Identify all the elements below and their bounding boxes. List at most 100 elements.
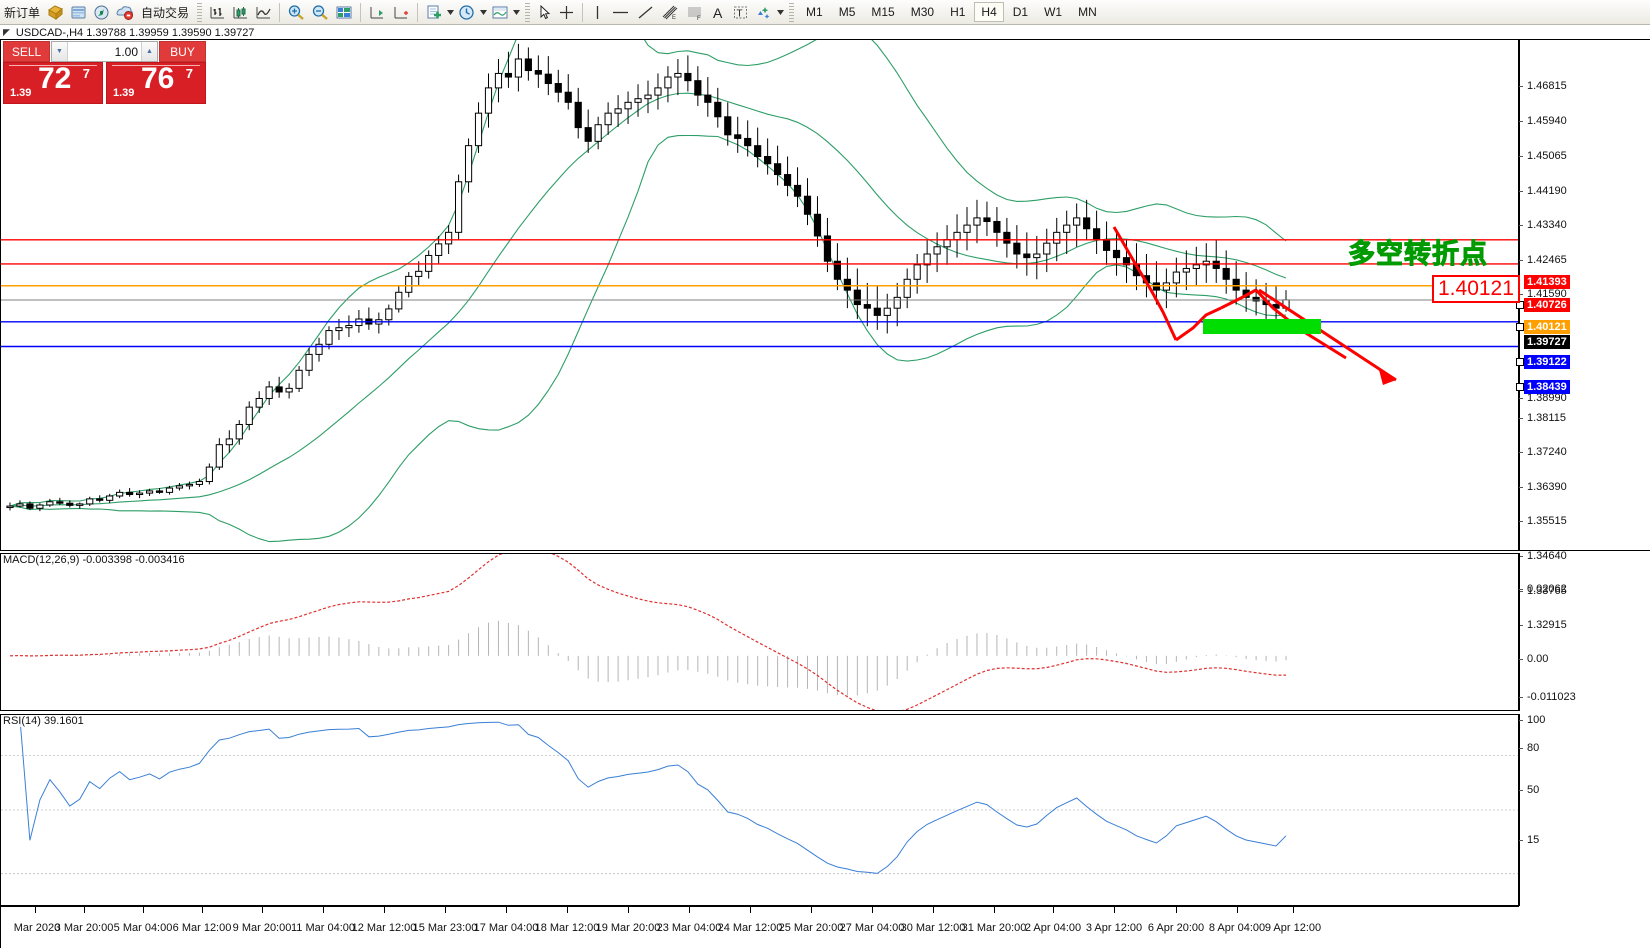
- buy-button[interactable]: BUY: [159, 41, 206, 62]
- new-order-label[interactable]: 新订单: [4, 5, 41, 20]
- volume-increment-button[interactable]: ▲: [141, 42, 157, 61]
- macd-scale[interactable]: 0.02062 0.00 -0.011023: [1519, 553, 1650, 711]
- price-tick-label: 1.32915: [1527, 619, 1567, 631]
- time-tick: [35, 906, 36, 913]
- time-tick: [750, 906, 751, 913]
- price-line-handle[interactable]: [1516, 358, 1524, 366]
- fibonacci-icon[interactable]: F: [683, 1, 708, 24]
- time-tick-label: 25 Mar 20:00: [778, 922, 844, 934]
- green-support-zone: [1203, 319, 1321, 334]
- price-tick-label: 1.38115: [1527, 412, 1566, 424]
- timeframe-h1[interactable]: H1: [950, 5, 966, 19]
- price-tick-label: 1.46815: [1527, 80, 1567, 92]
- sell-price-prefix: 1.39: [10, 87, 32, 99]
- price-line-handle[interactable]: [1516, 301, 1524, 309]
- time-tick-label: 15 Mar 23:00: [412, 922, 478, 934]
- toolbar-grip[interactable]: [789, 2, 795, 22]
- price-level-label-1.40726[interactable]: 1.40726: [1524, 298, 1570, 312]
- timeframe-m1[interactable]: M1: [806, 5, 823, 19]
- rsi-tick: [1519, 720, 1523, 721]
- templates-icon[interactable]: [488, 1, 512, 24]
- time-tick-label: Mar 2020: [13, 922, 61, 934]
- cursor-icon[interactable]: [534, 1, 555, 24]
- price-level-label-1.41393[interactable]: 1.41393: [1524, 275, 1570, 289]
- price-level-label-1.40121[interactable]: 1.40121: [1524, 320, 1570, 334]
- volume-value[interactable]: 1.00: [114, 44, 138, 59]
- rsi-scale-axis: [1519, 714, 1520, 906]
- horizontal-line-icon[interactable]: [608, 1, 633, 24]
- macd-tick-label: -0.011023: [1527, 691, 1576, 703]
- volume-decrement-button[interactable]: ▼: [52, 42, 68, 61]
- time-tick-label: 12 Mar 12:00: [351, 922, 417, 934]
- one-click-trading-panel[interactable]: SELL ▼ 1.00 ▲ BUY 1.39 72 7 1.39 76 7: [3, 41, 206, 104]
- zoom-out-icon[interactable]: [308, 1, 332, 24]
- macd-pane[interactable]: MACD(12,26,9) -0.003398 -0.003416: [0, 553, 1519, 711]
- sell-button[interactable]: SELL: [3, 41, 50, 62]
- toolbar-separator: [360, 2, 362, 22]
- line-chart-icon[interactable]: [252, 1, 275, 24]
- time-axis[interactable]: Mar 2020 3 Mar 20:00 5 Mar 04:00 6 Mar 12:0…: [0, 906, 1519, 948]
- macd-svg: [9, 554, 1287, 710]
- price-tick-label: 1.45940: [1527, 115, 1567, 127]
- text-label-icon[interactable]: T: [729, 1, 752, 24]
- time-tick: [445, 906, 446, 913]
- bar-chart-icon[interactable]: [206, 1, 229, 24]
- chevron-down-icon[interactable]: [446, 3, 455, 22]
- terminal-icon[interactable]: [113, 1, 137, 24]
- price-scale[interactable]: 1.46815 1.45940 1.45065 1.44190 1.43340 1.424…: [1516, 39, 1650, 631]
- toolbar-grip[interactable]: [525, 2, 531, 22]
- price-tick: [1519, 625, 1523, 626]
- text-icon[interactable]: A: [708, 1, 729, 24]
- time-tick: [1237, 906, 1238, 913]
- volume-input[interactable]: ▼ 1.00 ▲: [51, 41, 158, 62]
- timeframe-h4[interactable]: H4: [974, 2, 1004, 22]
- timeframe-m5[interactable]: M5: [838, 5, 856, 19]
- timeframe-m30[interactable]: M30: [910, 5, 935, 19]
- price-tick: [1519, 556, 1523, 557]
- sell-price-box[interactable]: 1.39 72 7: [3, 62, 103, 104]
- timeframe-m15[interactable]: M15: [871, 5, 895, 19]
- rsi-scale[interactable]: 100 80 50 15: [1519, 714, 1650, 906]
- candlestick-chart-icon[interactable]: [229, 1, 252, 24]
- timeframe-mn[interactable]: MN: [1078, 5, 1097, 19]
- price-level-label-1.39727[interactable]: 1.39727: [1524, 335, 1570, 349]
- timeframe-w1[interactable]: W1: [1044, 5, 1063, 19]
- price-level-label-1.39122[interactable]: 1.39122: [1524, 355, 1570, 369]
- auto-scroll-icon[interactable]: [365, 1, 389, 24]
- price-tick: [1519, 225, 1523, 226]
- trendline-icon[interactable]: [633, 1, 658, 24]
- data-window-icon[interactable]: [67, 1, 90, 24]
- time-tick-label: 6 Mar 12:00: [172, 922, 232, 934]
- price-line-handle[interactable]: [1516, 383, 1524, 391]
- price-chart-pane[interactable]: [0, 39, 1519, 551]
- chevron-down-icon[interactable]: [776, 3, 785, 22]
- price-line-handle[interactable]: [1516, 323, 1524, 331]
- time-tick-label: 2 Apr 04:00: [1024, 922, 1082, 934]
- add-indicator-icon[interactable]: [422, 1, 446, 24]
- equidistant-channel-icon[interactable]: E: [658, 1, 683, 24]
- crosshair-icon[interactable]: [555, 1, 578, 24]
- sell-arrow-drawing: [1258, 288, 1397, 385]
- zoom-in-icon[interactable]: [284, 1, 308, 24]
- chevron-down-icon[interactable]: [512, 3, 521, 22]
- buy-divider: [112, 65, 200, 66]
- time-tick: [628, 906, 629, 913]
- period-icon[interactable]: [455, 1, 479, 24]
- vertical-line-icon[interactable]: [587, 1, 608, 24]
- auto-trade-label[interactable]: 自动交易: [141, 5, 190, 20]
- rsi-tick-label: 80: [1527, 742, 1540, 754]
- timeframe-d1[interactable]: D1: [1012, 5, 1029, 19]
- shapes-icon[interactable]: [752, 1, 776, 24]
- price-level-label-1.38439[interactable]: 1.38439: [1524, 380, 1570, 394]
- time-tick: [1293, 906, 1294, 913]
- navigator-icon[interactable]: [90, 1, 113, 24]
- buy-price-box[interactable]: 1.39 76 7: [106, 62, 206, 104]
- time-tick-label: 3 Apr 12:00: [1085, 922, 1143, 934]
- tile-windows-icon[interactable]: [332, 1, 356, 24]
- chart-shift-icon[interactable]: [389, 1, 413, 24]
- market-watch-icon[interactable]: [44, 1, 67, 24]
- rsi-pane[interactable]: RSI(14) 39.1601: [0, 714, 1519, 906]
- toolbar-grip[interactable]: [197, 2, 203, 22]
- chevron-down-icon[interactable]: [479, 3, 488, 22]
- oct-header: SELL ▼ 1.00 ▲ BUY: [3, 41, 206, 62]
